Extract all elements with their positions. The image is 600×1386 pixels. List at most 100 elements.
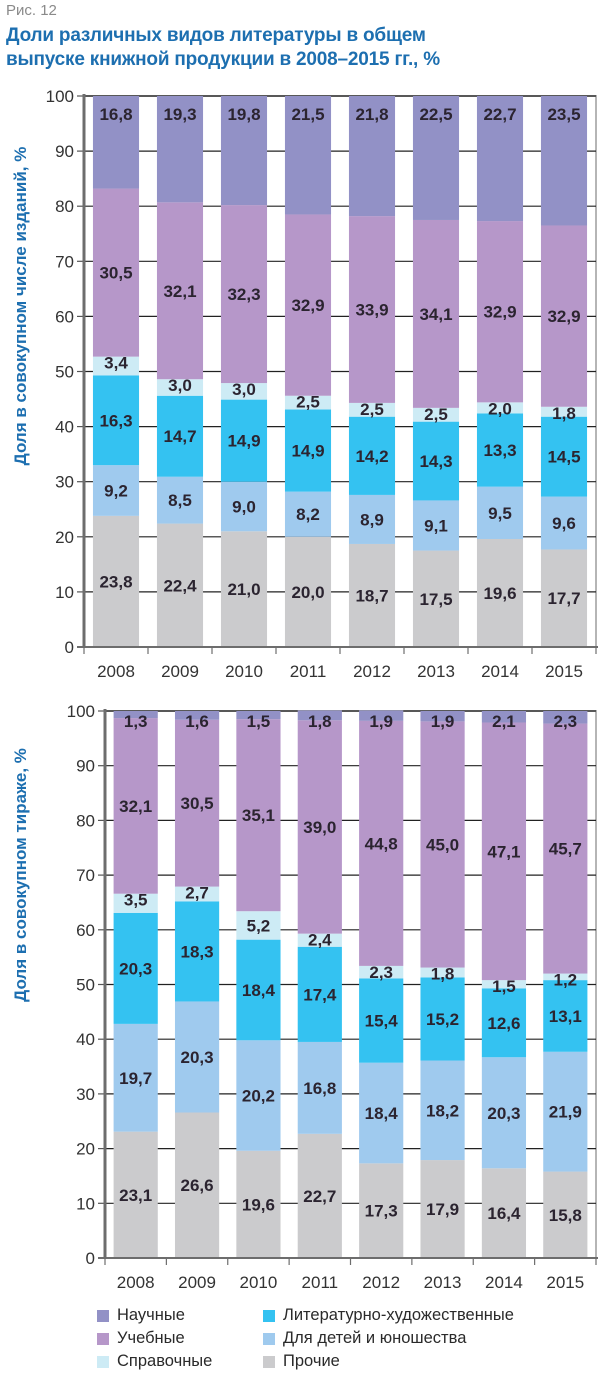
data-label-reference-2008: 3,4	[104, 354, 128, 373]
data-label-other-2012: 18,7	[355, 586, 388, 605]
y-tick-label: 40	[55, 418, 74, 437]
data-label-children-2015: 21,9	[549, 1103, 582, 1122]
y-tick-label: 80	[76, 811, 95, 830]
y-tick-label: 100	[67, 702, 95, 721]
data-label-children-2011: 8,2	[296, 505, 320, 524]
data-label-fiction-2009: 14,7	[163, 427, 196, 446]
data-label-fiction-2010: 18,4	[242, 981, 276, 1000]
data-label-scientific-2015: 23,5	[547, 105, 580, 124]
x-tick-label: 2011	[290, 662, 327, 681]
data-label-fiction-2008: 20,3	[119, 959, 152, 978]
data-label-children-2008: 9,2	[104, 482, 128, 501]
data-label-children-2010: 9,0	[232, 497, 256, 516]
data-label-reference-2011: 2,4	[308, 931, 332, 950]
data-label-fiction-2012: 14,2	[355, 447, 388, 466]
bar-segment-fiction-2013	[412, 421, 460, 501]
data-label-other-2013: 17,9	[426, 1200, 459, 1219]
bar-segment-scientific-2015	[540, 96, 588, 226]
bar-segment-children-2013	[420, 1060, 465, 1161]
x-tick-label: 2011	[302, 1273, 339, 1292]
bar-segment-reference-2015	[543, 973, 588, 981]
bar-segment-reference-2009	[156, 379, 204, 396]
bar-segment-scientific-2012	[348, 96, 396, 217]
bar-segment-fiction-2009	[174, 901, 220, 1002]
data-label-children-2013: 18,2	[426, 1101, 459, 1120]
bar-segment-reference-2014	[476, 402, 524, 414]
bar-segment-children-2010	[220, 481, 268, 532]
legend-label: Для детей и юношества	[283, 1329, 467, 1347]
x-tick-label: 2009	[161, 662, 199, 681]
data-label-educational-2015: 45,7	[549, 840, 582, 859]
y-tick-label: 10	[76, 1194, 95, 1213]
data-label-children-2008: 19,7	[119, 1069, 152, 1088]
y-axis-title: Доля в совокупном числе изданий, %	[11, 147, 30, 466]
bar-segment-scientific-2011	[284, 96, 332, 215]
bar-segment-scientific-2009	[156, 96, 204, 203]
bar-segment-fiction-2014	[476, 413, 524, 487]
bar-segment-reference-2010	[236, 911, 281, 940]
data-label-fiction-2014: 12,6	[487, 1014, 520, 1033]
bar-segment-educational-2010	[220, 205, 268, 384]
data-label-reference-2013: 1,8	[431, 965, 455, 984]
bar-segment-children-2011	[297, 1041, 342, 1134]
data-label-educational-2008: 30,5	[99, 264, 132, 283]
x-tick-label: 2014	[481, 662, 519, 681]
data-label-fiction-2011: 17,4	[303, 985, 337, 1004]
data-label-children-2011: 16,8	[303, 1079, 336, 1098]
data-label-scientific-2013: 1,9	[431, 712, 455, 731]
bar-segment-fiction-2015	[540, 416, 588, 497]
data-label-scientific-2014: 2,1	[492, 712, 516, 731]
x-tick-label: 2009	[178, 1273, 216, 1292]
bar-segment-other-2013	[412, 550, 460, 647]
data-label-fiction-2015: 13,1	[549, 1007, 582, 1026]
bar-segment-children-2008	[113, 1023, 158, 1132]
bar-segment-educational-2013	[412, 219, 460, 408]
y-tick-label: 0	[86, 1249, 95, 1268]
data-label-reference-2010: 5,2	[247, 916, 271, 935]
y-tick-label: 70	[76, 866, 95, 885]
data-label-fiction-2013: 15,2	[426, 1010, 459, 1029]
y-tick-label: 30	[76, 1085, 95, 1104]
legend-swatch	[263, 1332, 275, 1345]
data-label-fiction-2013: 14,3	[419, 452, 452, 471]
bar-segment-other-2014	[481, 1168, 527, 1258]
bar-segment-children-2012	[359, 1062, 404, 1164]
x-tick-label: 2010	[225, 662, 263, 681]
bar-segment-other-2008	[92, 515, 140, 647]
data-label-children-2013: 9,1	[424, 517, 448, 536]
bar-segment-reference-2011	[284, 395, 332, 410]
y-tick-label: 10	[55, 583, 74, 602]
y-tick-label: 50	[76, 976, 95, 995]
bar-segment-children-2009	[156, 476, 204, 524]
legend-label: Справочные	[117, 1352, 213, 1370]
y-tick-label: 60	[76, 921, 95, 940]
data-label-children-2012: 8,9	[360, 510, 384, 529]
bar-segment-scientific-2014	[481, 711, 527, 723]
data-label-reference-2012: 2,3	[369, 963, 393, 982]
data-label-children-2010: 20,2	[242, 1087, 275, 1106]
bar-segment-educational-2014	[476, 221, 524, 403]
y-tick-label: 100	[46, 87, 74, 106]
y-tick-label: 40	[76, 1030, 95, 1049]
data-label-educational-2011: 32,9	[291, 296, 324, 315]
legend-swatch	[263, 1355, 275, 1368]
data-label-scientific-2015: 2,3	[553, 712, 577, 731]
data-label-fiction-2010: 14,9	[227, 432, 260, 451]
data-label-educational-2009: 30,5	[181, 794, 214, 813]
x-tick-label: 2013	[424, 1273, 462, 1292]
data-label-reference-2015: 1,2	[553, 971, 577, 990]
x-tick-label: 2012	[353, 662, 391, 681]
bar-segment-educational-2012	[359, 720, 404, 966]
legend-label: Прочие	[283, 1352, 340, 1370]
data-label-other-2008: 23,1	[119, 1186, 152, 1205]
data-label-children-2014: 20,3	[487, 1104, 520, 1123]
data-label-other-2014: 16,4	[487, 1204, 521, 1223]
data-label-fiction-2015: 14,5	[547, 448, 580, 467]
data-label-other-2009: 22,4	[163, 576, 197, 595]
bar-segment-educational-2008	[113, 718, 158, 894]
bar-segment-fiction-2011	[297, 946, 342, 1042]
legend-item-reference: Справочные	[97, 1352, 212, 1371]
data-label-educational-2010: 32,3	[227, 285, 260, 304]
bar-segment-fiction-2012	[348, 416, 396, 495]
bar-segment-other-2010	[220, 531, 268, 647]
